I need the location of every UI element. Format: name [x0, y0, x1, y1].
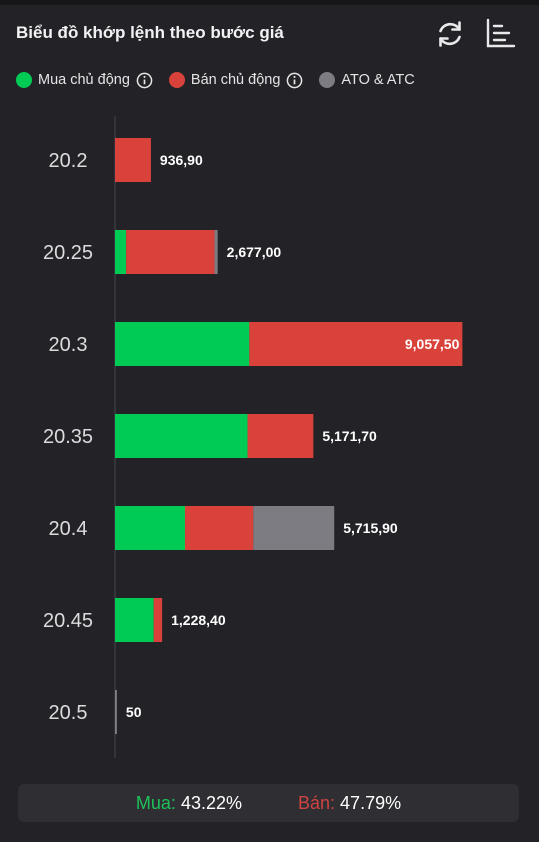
bar-chart-icon[interactable] [483, 17, 517, 51]
buy-summary-value: 43.22% [180, 792, 242, 813]
bar-segment-ato-atc[interactable] [214, 230, 218, 274]
bar-segment-buy[interactable] [115, 322, 250, 366]
y-tick-label: 20.35 [43, 426, 93, 448]
data-label: 936,90 [160, 152, 203, 168]
bar-segment-buy[interactable] [115, 598, 154, 642]
y-tick-label: 20.4 [49, 518, 88, 540]
legend-label-sell: Bán chủ động [190, 72, 281, 88]
chart-area: 20.2 936,90 20.25 2,677,00 20.3 9,057,50 20.35… [43, 116, 463, 758]
y-tick-label: 20.3 [49, 334, 88, 356]
bar-segment-buy[interactable] [115, 506, 186, 550]
data-label: 2,677,00 [227, 244, 282, 260]
legend-dot-buy [16, 72, 32, 88]
bar-segment-sell[interactable] [153, 598, 163, 642]
info-icon[interactable] [286, 72, 303, 89]
bar-segment-buy[interactable] [115, 414, 248, 458]
data-label: 5,171,70 [322, 428, 377, 444]
legend-dot-ato-atc [319, 72, 336, 88]
bar-segment-ato-atc[interactable] [115, 690, 117, 734]
bar-segment-sell[interactable] [249, 322, 463, 366]
y-tick-label: 20.25 [43, 242, 93, 264]
legend-item-sell[interactable]: Bán chủ động [168, 72, 304, 89]
top-border [0, 0, 539, 5]
legend-item-buy[interactable]: Mua chủ động [16, 72, 153, 89]
y-tick-label: 20.2 [49, 150, 88, 172]
sell-summary-value: 47.79% [340, 792, 402, 813]
info-icon[interactable] [136, 72, 153, 89]
buy-summary-label: Mua: [135, 792, 176, 813]
refresh-icon[interactable] [433, 17, 467, 51]
legend: Mua chủ động Bán chủ động ATO & ATC [16, 69, 431, 91]
sell-summary: Bán: 47.79% [298, 793, 401, 814]
bar-segment-sell[interactable] [115, 138, 151, 182]
data-label: 5,715,90 [343, 520, 398, 536]
bar-segment-sell[interactable] [126, 230, 215, 274]
bar-segment-buy[interactable] [115, 230, 127, 274]
legend-label-ato-atc: ATO & ATC [341, 72, 415, 88]
bar-segment-sell[interactable] [185, 506, 254, 550]
data-label: 9,057,50 [405, 336, 460, 352]
sell-summary-label: Bán: [298, 792, 336, 813]
page-title: Biểu đồ khớp lệnh theo bước giá [16, 23, 284, 42]
data-label: 1,228,40 [171, 612, 226, 628]
summary-footer: Mua: 43.22% Bán: 47.79% [18, 784, 519, 822]
bar-segment-ato-atc[interactable] [253, 506, 335, 550]
y-tick-label: 20.45 [43, 610, 93, 632]
y-tick-label: 20.5 [49, 702, 88, 724]
legend-item-ato-atc[interactable]: ATO & ATC [319, 72, 415, 88]
legend-dot-sell [168, 72, 185, 88]
legend-label-buy: Mua chủ động [38, 72, 130, 88]
buy-summary: Mua: 43.22% [136, 793, 242, 814]
data-label: 50 [126, 704, 142, 720]
bar-segment-sell[interactable] [247, 414, 314, 458]
